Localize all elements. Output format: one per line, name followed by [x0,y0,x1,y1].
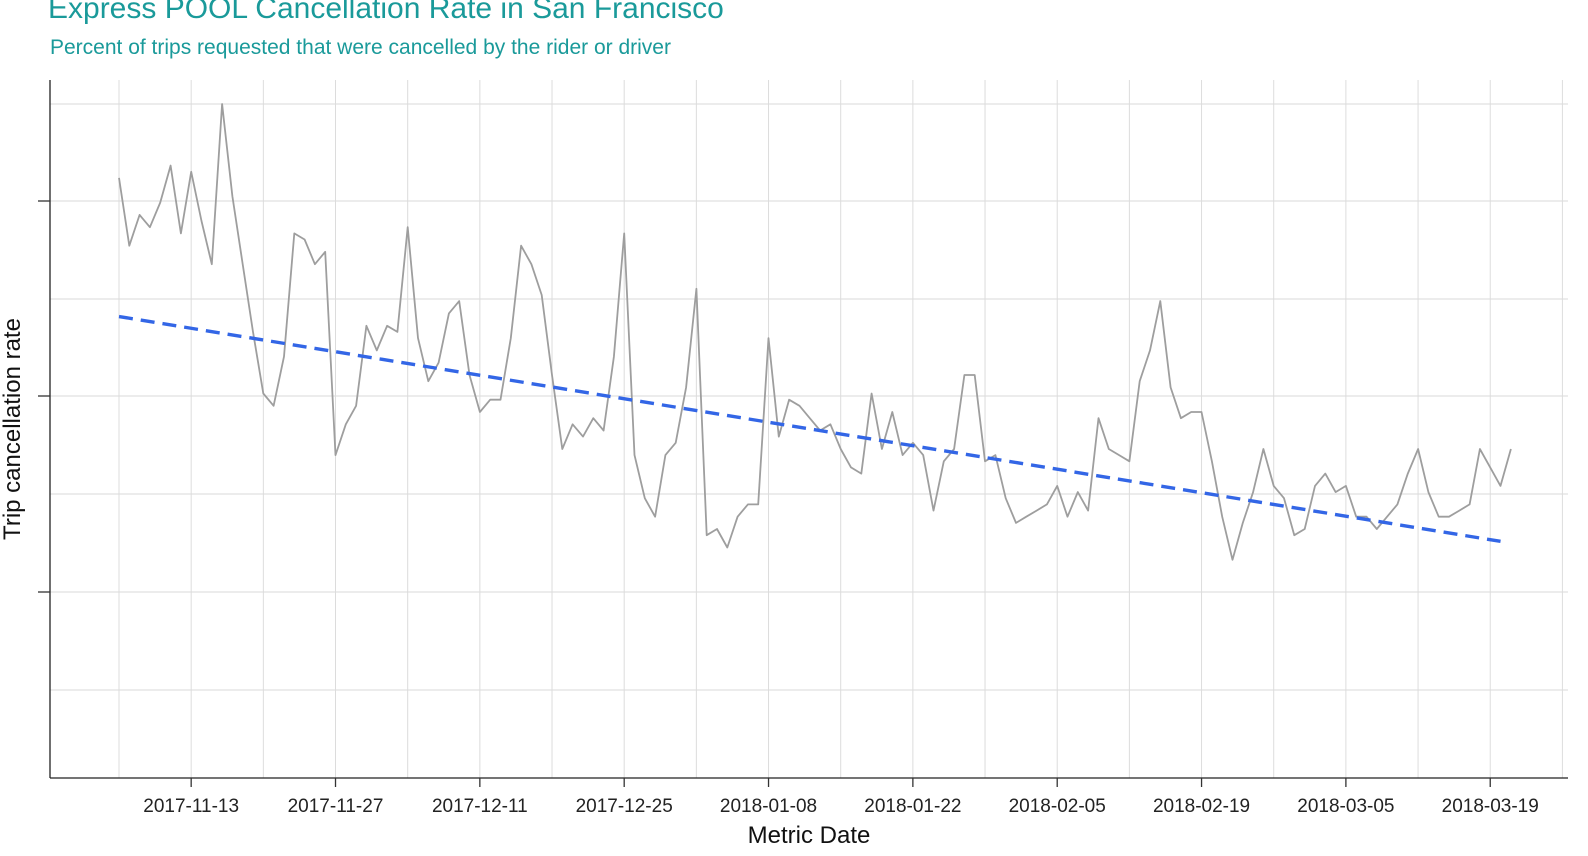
axes [49,80,1568,779]
x-tick-label: 2018-01-08 [720,796,817,817]
x-tick-label: 2018-01-22 [864,796,961,817]
y-axis-ticks [38,200,50,593]
x-tick-label: 2018-02-05 [1009,796,1106,817]
chart-title: Express POOL Cancellation Rate in San Fr… [48,0,724,25]
trend-line [118,314,1501,544]
x-tick-label: 2017-12-25 [576,796,673,817]
x-tick-label: 2018-03-19 [1442,796,1539,817]
y-axis-title: Trip cancellation rate [0,318,26,540]
series-line-cancellation-rate [118,103,1512,561]
chart-subtitle: Percent of trips requested that were can… [50,36,671,59]
x-tick-label: 2018-03-05 [1297,796,1394,817]
x-axis-title: Metric Date [748,822,871,849]
series-layer [118,103,1512,561]
x-tick-label: 2017-12-11 [432,796,528,817]
x-tick-label: 2017-11-27 [288,796,384,817]
gridlines [50,80,1568,778]
x-tick-label: 2017-11-13 [143,796,239,817]
x-axis-ticks: 2017-11-13 2017-11-27 2017-12-11 2017-12-25… [143,778,1539,817]
x-tick-label: 2018-02-19 [1153,796,1250,817]
